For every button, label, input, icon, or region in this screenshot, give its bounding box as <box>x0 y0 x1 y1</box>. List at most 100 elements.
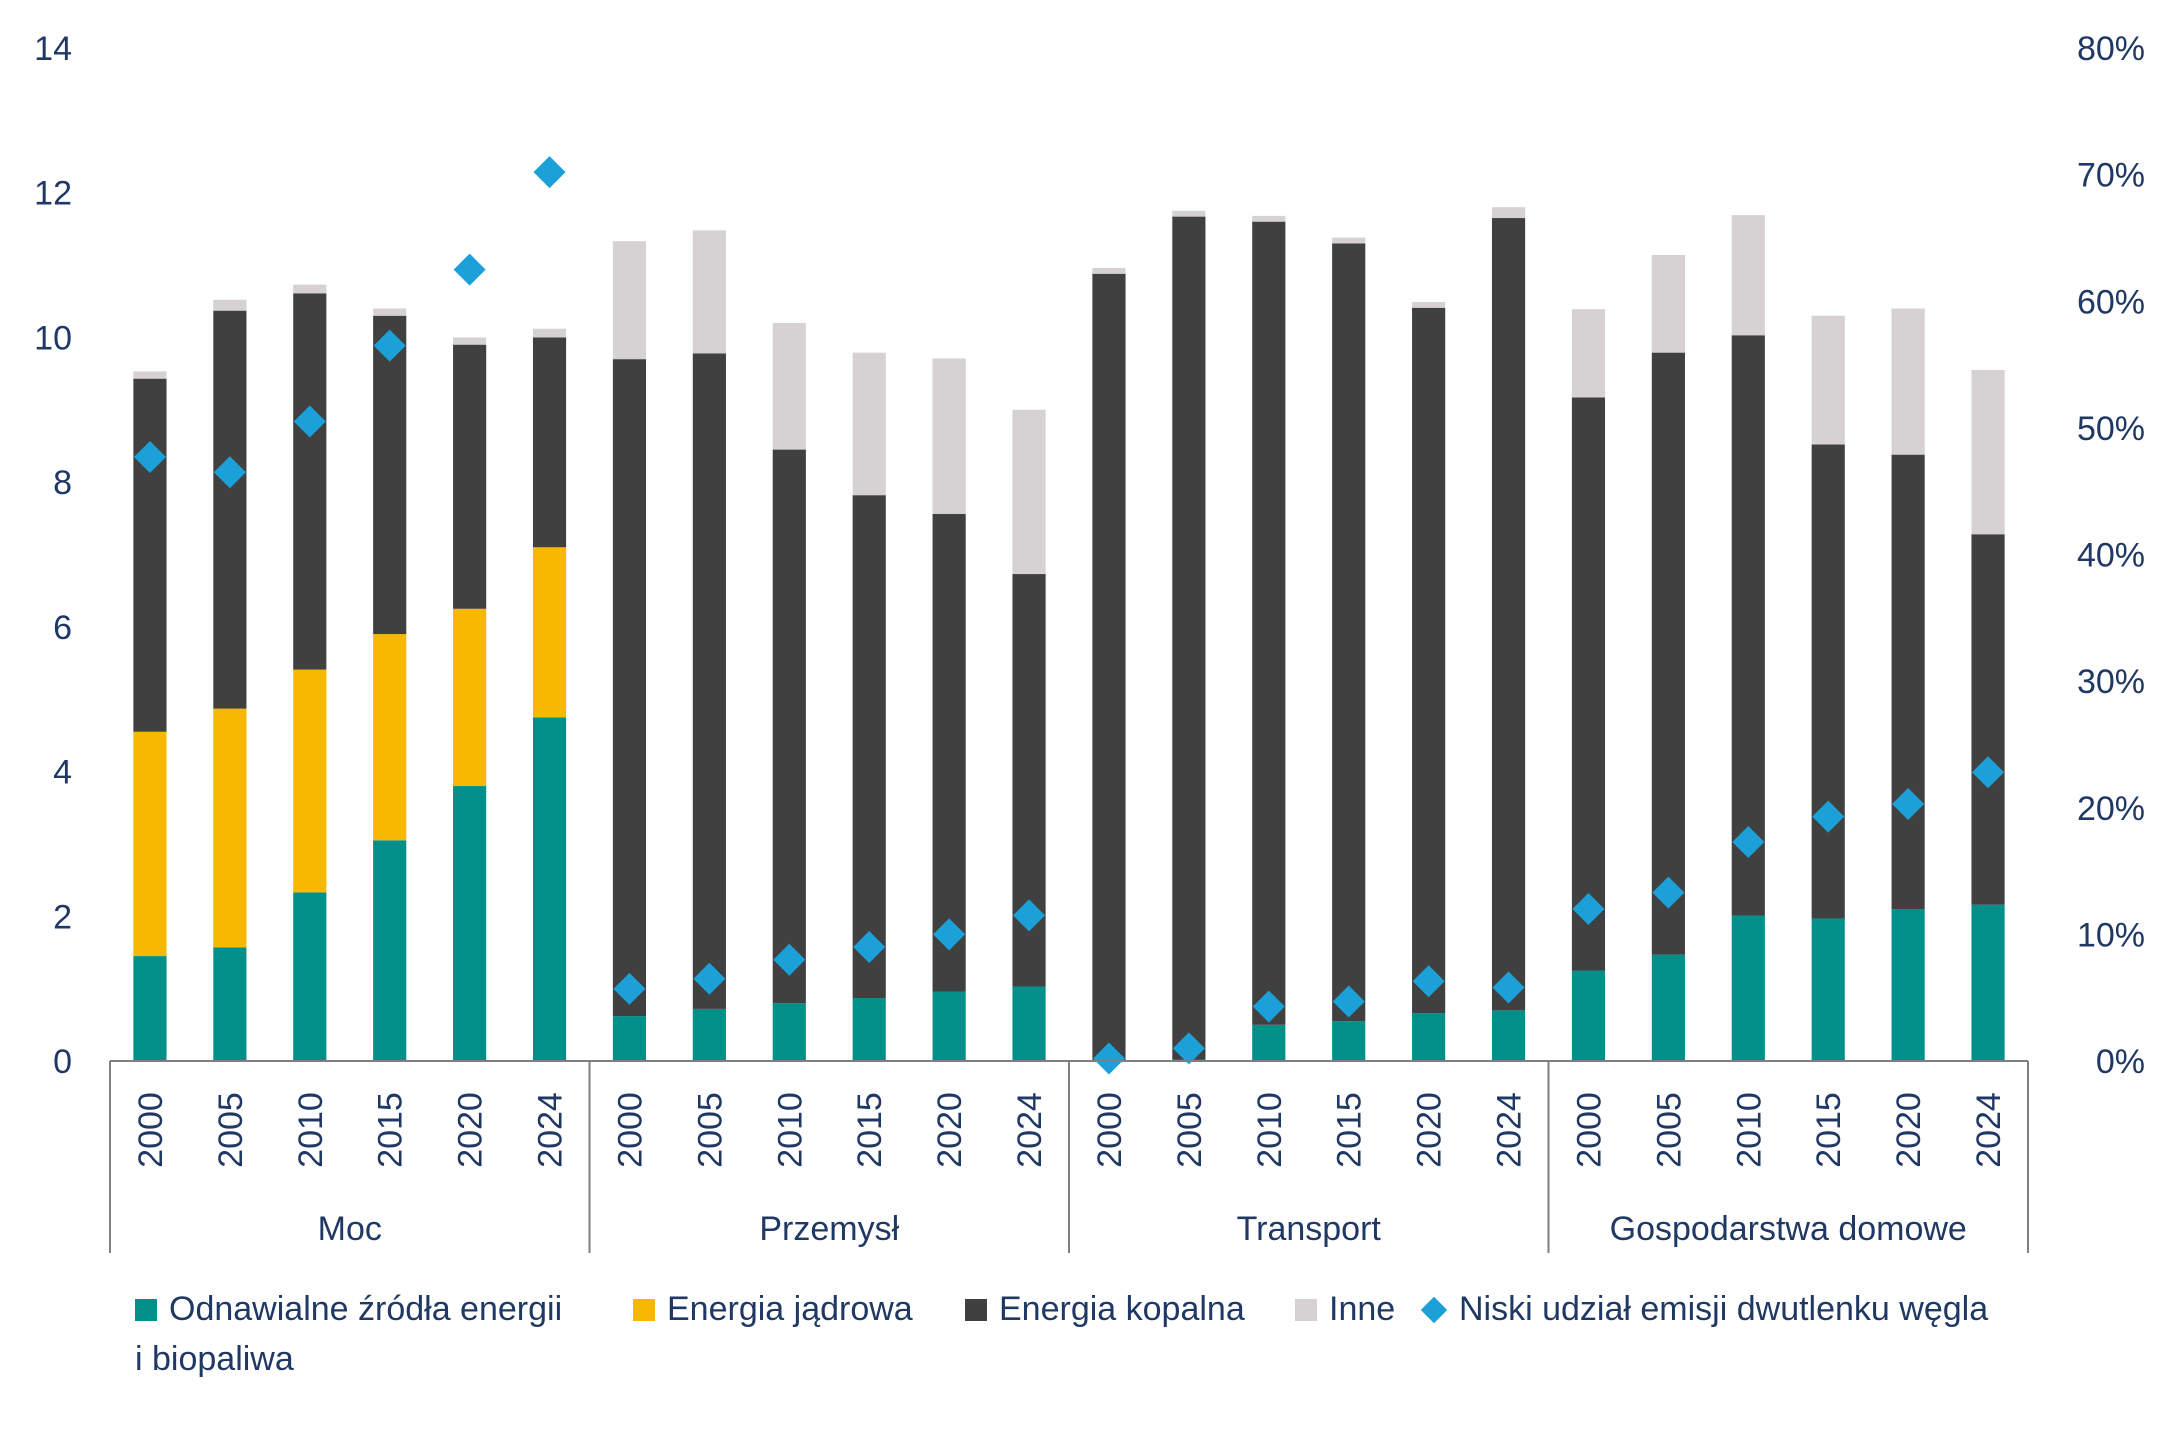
legend: Odnawialne źródła energii i biopaliwa En… <box>135 1290 2095 1400</box>
low-carbon-marker <box>533 156 566 189</box>
low-carbon-marker <box>453 253 486 286</box>
bar-segment-other <box>1012 409 1046 575</box>
low-carbon-marker <box>1572 893 1605 926</box>
bar-segment-fossil <box>1571 397 1606 971</box>
bar-segment-fossil <box>1332 243 1366 1022</box>
low-carbon-marker <box>773 943 806 976</box>
y-right-tick-label: 60% <box>2077 283 2145 321</box>
low-carbon-marker <box>1332 985 1365 1018</box>
x-tick-label-year: 2000 <box>132 1092 170 1168</box>
low-carbon-marker <box>693 962 726 995</box>
legend-item-fossil: Energia kopalna <box>965 1290 1245 1329</box>
x-tick-label-year: 2024 <box>1491 1092 1529 1168</box>
bar-segment-fossil <box>532 337 567 548</box>
x-tick-label-year: 2024 <box>532 1092 570 1168</box>
bar-segment-other <box>932 358 966 514</box>
y-right-tick-label: 0% <box>2096 1043 2145 1081</box>
bar-segment-other <box>293 284 327 294</box>
bar-segment-renewables <box>852 998 886 1061</box>
y-left-tick-label: 0 <box>53 1043 72 1081</box>
legend-marker-lowcarbon <box>1420 1296 1448 1323</box>
x-tick-label-year: 2010 <box>1251 1092 1289 1168</box>
legend-label-renewables: Odnawialne źródła energii <box>169 1290 563 1328</box>
bar-segment-other <box>1412 301 1446 308</box>
legend-swatch-nuclear <box>633 1298 655 1321</box>
bar-segment-other <box>1891 308 1925 455</box>
bar-segment-nuclear <box>453 608 487 787</box>
bar-segment-renewables <box>772 1003 806 1061</box>
low-carbon-marker <box>853 931 886 964</box>
x-tick-label-year: 2000 <box>1570 1092 1608 1168</box>
low-carbon-marker <box>1092 1042 1125 1075</box>
legend-swatch-renewables <box>135 1298 157 1321</box>
bar-segment-fossil <box>1971 534 2005 905</box>
bar-segment-other <box>692 230 726 354</box>
bar-segment-renewables <box>1571 970 1606 1061</box>
low-carbon-marker <box>1252 990 1285 1023</box>
y-right-tick-label: 20% <box>2077 790 2145 828</box>
x-tick-label-year: 2010 <box>1730 1092 1768 1168</box>
bar-segment-renewables <box>453 786 487 1061</box>
x-tick-label-year: 2010 <box>771 1092 809 1168</box>
bar-segment-renewables <box>373 840 407 1061</box>
y-right-tick-label: 70% <box>2077 157 2145 195</box>
y-left-tick-label: 10 <box>34 319 72 357</box>
x-tick-label-year: 2015 <box>1810 1092 1848 1168</box>
bar-segment-nuclear <box>373 634 407 841</box>
bar-segment-fossil <box>1172 216 1206 1060</box>
bar-segment-fossil <box>1491 218 1526 1011</box>
bar-segment-other <box>453 337 487 345</box>
bar-segment-fossil <box>213 310 247 709</box>
y-left-tick-label: 12 <box>34 175 72 213</box>
x-tick-label-year: 2000 <box>1091 1092 1129 1168</box>
y-right-tick-label: 30% <box>2077 663 2145 701</box>
legend-item-lowcarbon: Niski udział emisji dwutlenku węgla <box>1420 1290 1988 1329</box>
low-carbon-marker <box>1652 876 1685 909</box>
bar-segment-fossil <box>772 449 806 1004</box>
low-carbon-marker <box>213 456 246 489</box>
bar-segment-renewables <box>1412 1013 1446 1061</box>
bar-segment-nuclear <box>532 547 567 718</box>
legend-item-other: Inne <box>1295 1290 1395 1329</box>
bar-segment-renewables <box>1491 1010 1526 1061</box>
legend-item-renewables: Odnawialne źródła energii <box>135 1290 562 1329</box>
legend-item-nuclear: Energia jądrowa <box>633 1290 913 1329</box>
bar-segment-fossil <box>293 293 327 670</box>
bar-segment-other <box>1491 207 1526 219</box>
bar-segment-other <box>852 352 886 496</box>
legend-label-nuclear: Energia jądrowa <box>667 1290 913 1328</box>
y-left-tick-label: 2 <box>53 898 72 936</box>
y-left-tick-label: 8 <box>53 464 72 502</box>
x-tick-label-year: 2005 <box>1650 1092 1688 1168</box>
bar-segment-other <box>1571 309 1606 398</box>
y-right-tick-label: 80% <box>2077 30 2145 68</box>
x-tick-label-year: 2010 <box>292 1092 330 1168</box>
bar-segment-fossil <box>1252 221 1286 1025</box>
bar-segment-other <box>1811 315 1845 445</box>
x-group-label: Gospodarstwa domowe <box>1610 1210 1967 1248</box>
bar-segment-renewables <box>1252 1024 1286 1061</box>
low-carbon-marker <box>1972 756 2005 789</box>
bar-segment-renewables <box>932 991 966 1061</box>
x-tick-label-year: 2020 <box>452 1092 490 1168</box>
bar-segment-renewables <box>133 956 167 1061</box>
bar-segment-fossil <box>852 495 886 999</box>
legend-item-renewables-line2: i biopaliwa <box>135 1340 294 1379</box>
bar-segment-renewables <box>612 1016 647 1061</box>
low-carbon-marker <box>293 405 326 438</box>
low-carbon-marker <box>1812 800 1845 833</box>
chart: 0 2 4 6 8 10 12 14 0% 10% 20% 30% 40% 50% 60% 70% 80% 2… <box>34 30 2145 1253</box>
bar-segment-fossil <box>612 359 647 1017</box>
bar-segment-renewables <box>1971 904 2005 1061</box>
bar-segment-renewables <box>1811 918 1845 1061</box>
bar-segment-nuclear <box>213 708 247 948</box>
y-left-tick-label: 6 <box>53 609 72 647</box>
bar-segment-nuclear <box>293 669 327 893</box>
x-tick-label-year: 2015 <box>851 1092 889 1168</box>
bar-segment-other <box>1731 215 1765 336</box>
bar-segment-fossil <box>1412 307 1446 1014</box>
x-tick-label-year: 2005 <box>1171 1092 1209 1168</box>
bar-segment-other <box>1651 254 1685 353</box>
y-left-tick-label: 4 <box>53 754 72 792</box>
low-carbon-marker <box>1013 899 1046 932</box>
